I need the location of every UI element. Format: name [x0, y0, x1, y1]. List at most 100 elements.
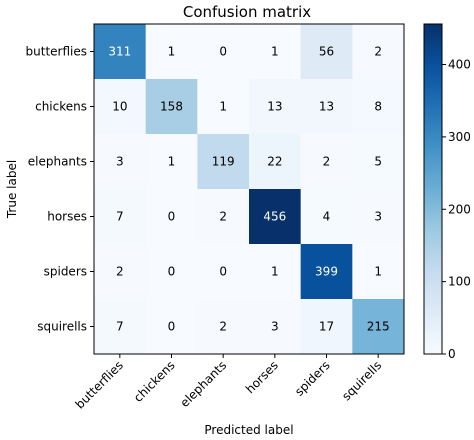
- heatmap-cell-label: 1: [271, 45, 279, 59]
- heatmap-cell-label: 56: [319, 45, 334, 59]
- heatmap-cell: [249, 244, 302, 300]
- heatmap-cell-label: 2: [219, 210, 227, 224]
- colorbar-tick-label: 300: [448, 130, 471, 144]
- heatmap-cell-label: 13: [267, 100, 282, 114]
- heatmap-cell: [197, 299, 250, 355]
- heatmap-cell-label: 4: [323, 210, 331, 224]
- heatmap-cell: [197, 79, 250, 135]
- heatmap-cell-label: 7: [116, 320, 124, 334]
- heatmap-cell: [197, 189, 250, 245]
- y-tick-label: butterflies: [26, 45, 87, 59]
- heatmap-cell-label: 10: [112, 100, 127, 114]
- heatmap-cell: [145, 299, 198, 355]
- heatmap-cell-label: 7: [116, 210, 124, 224]
- heatmap-cell-label: 1: [219, 100, 227, 114]
- heatmap-cell-label: 1: [168, 45, 176, 59]
- heatmap-cell: [249, 299, 302, 355]
- heatmap-cell-label: 119: [212, 155, 235, 169]
- heatmap-cell: [94, 244, 147, 300]
- heatmap-cell: [94, 299, 147, 355]
- heatmap-cell: [352, 79, 405, 135]
- heatmap-cell-label: 456: [263, 210, 286, 224]
- heatmap-cell: [352, 244, 405, 300]
- heatmap-cell: [300, 299, 353, 355]
- heatmap-cells: [94, 24, 405, 355]
- heatmap-cell-label: 22: [267, 155, 282, 169]
- heatmap-cell: [197, 134, 250, 190]
- heatmap-cell-label: 1: [168, 155, 176, 169]
- x-tick-label: spiders: [292, 358, 333, 399]
- heatmap-cell-label: 2: [219, 320, 227, 334]
- y-tick-label: chickens: [35, 100, 87, 114]
- heatmap-cell-label: 5: [374, 155, 382, 169]
- colorbar-tick-label: 0: [448, 347, 456, 361]
- heatmap-cell: [300, 189, 353, 245]
- heatmap-cell-label: 311: [108, 45, 131, 59]
- heatmap-cell: [94, 134, 147, 190]
- heatmap-cell: [197, 244, 250, 300]
- colorbar-tick-label: 100: [448, 275, 471, 289]
- heatmap-cell-label: 2: [374, 45, 382, 59]
- x-tick-label: horses: [243, 358, 281, 396]
- heatmap-cell: [145, 244, 198, 300]
- heatmap-cell: [94, 189, 147, 245]
- heatmap-cell-label: 1: [374, 265, 382, 279]
- heatmap-cell-label: 215: [367, 320, 390, 334]
- x-axis-label: Predicted label: [204, 423, 293, 437]
- heatmap-cell-label: 3: [116, 155, 124, 169]
- heatmap-cell: [94, 24, 147, 80]
- heatmap-cell-label: 0: [168, 320, 176, 334]
- x-axis-ticks: butterflies chickens elephants horses spider…: [73, 354, 384, 412]
- y-axis-label: True label: [5, 160, 19, 219]
- heatmap-cell-label: 158: [160, 100, 183, 114]
- heatmap-cell: [352, 189, 405, 245]
- heatmap-cell-label: 17: [319, 320, 334, 334]
- colorbar-ticks: 0 100 200 300 400: [442, 58, 471, 361]
- heatmap-cell: [352, 299, 405, 355]
- colorbar: [423, 23, 443, 355]
- heatmap-cell: [94, 79, 147, 135]
- heatmap-cell: [300, 79, 353, 135]
- chart-title: Confusion matrix: [183, 3, 311, 21]
- plot-frame: [93, 23, 405, 355]
- heatmap-cell-label: 1: [271, 265, 279, 279]
- heatmap-cell: [300, 134, 353, 190]
- heatmap-cell-label: 0: [219, 265, 227, 279]
- x-tick-label: butterflies: [73, 358, 126, 411]
- x-tick-label: squirells: [339, 358, 384, 403]
- y-tick-label: elephants: [28, 155, 87, 169]
- y-tick-label: spiders: [44, 265, 87, 279]
- y-axis-ticks: butterflies chickens elephants horses spider…: [26, 45, 94, 334]
- colorbar-tick-label: 400: [448, 58, 471, 72]
- heatmap-cell: [145, 134, 198, 190]
- heatmap-cell: [249, 134, 302, 190]
- y-tick-label: squirells: [37, 320, 87, 334]
- heatmap-cell-label: 3: [374, 210, 382, 224]
- heatmap-cell-label: 3: [271, 320, 279, 334]
- heatmap-cell: [249, 189, 302, 245]
- heatmap-cell: [197, 24, 250, 80]
- heatmap-cell-label: 2: [116, 265, 124, 279]
- heatmap-cell-label: 399: [315, 265, 338, 279]
- x-tick-label: chickens: [131, 358, 178, 405]
- heatmap-cell: [249, 24, 302, 80]
- heatmap-cell: [145, 79, 198, 135]
- heatmap-cell-labels: 311 1 0 1 56 210 158 1 13 13 83 1 119 22 2 57 0 2 456 4 32 0 0…: [108, 45, 389, 334]
- x-tick-label: elephants: [177, 358, 229, 410]
- heatmap-cell: [145, 189, 198, 245]
- heatmap-cell-label: 0: [168, 265, 176, 279]
- heatmap-cell: [145, 24, 198, 80]
- heatmap-cell-label: 0: [219, 45, 227, 59]
- heatmap-cell-label: 0: [168, 210, 176, 224]
- heatmap-cell: [352, 134, 405, 190]
- y-tick-label: horses: [47, 210, 87, 224]
- heatmap-cell: [300, 24, 353, 80]
- heatmap-cell: [249, 79, 302, 135]
- heatmap-cell: [300, 244, 353, 300]
- heatmap-cell-label: 8: [374, 100, 382, 114]
- heatmap-cell-label: 13: [319, 100, 334, 114]
- colorbar-tick-label: 200: [448, 202, 471, 216]
- heatmap-cell: [352, 24, 405, 80]
- heatmap-cell-label: 2: [323, 155, 331, 169]
